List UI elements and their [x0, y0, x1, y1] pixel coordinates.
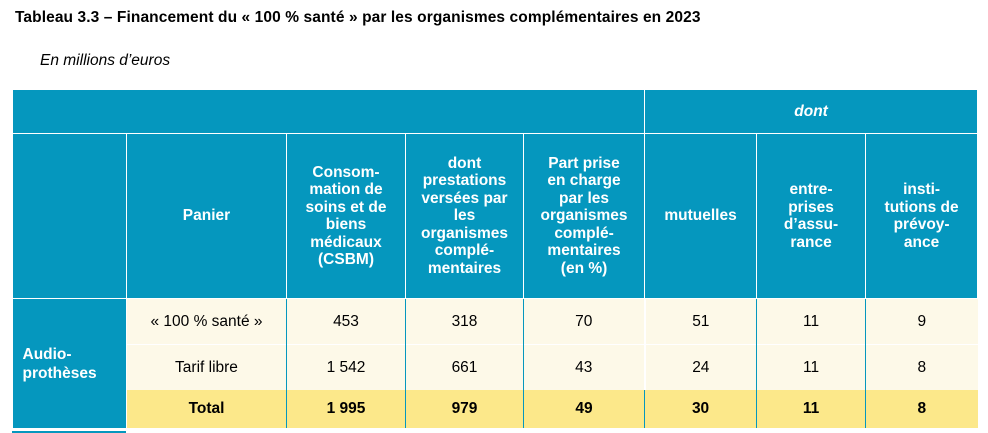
cell-csbm: 1 995 [286, 390, 406, 428]
cell-panier: Tarif libre [126, 344, 287, 390]
header-corner [12, 133, 127, 299]
cell-prestations: 661 [405, 344, 524, 390]
cell-entreprises: 11 [756, 390, 866, 428]
table-row: Tarif libre 1 542 661 43 24 11 8 [13, 344, 978, 390]
cell-institutions: 8 [865, 344, 978, 390]
cell-entreprises: 11 [756, 298, 866, 345]
header-institutions: insti- tutions de prévoy- ance [865, 133, 979, 299]
header-part: Part prise en charge par les organismes … [522, 133, 646, 299]
cell-csbm: 453 [286, 298, 406, 345]
cell-entreprises: 11 [756, 344, 866, 390]
cell-mutuelles: 51 [643, 298, 757, 345]
cell-prestations: 979 [405, 390, 524, 428]
cell-panier: « 100 % santé » [126, 298, 287, 345]
header-csbm: Consom- mation de soins et de biens médi… [286, 133, 406, 299]
table-unit: En millions d’euros [40, 52, 171, 69]
header-prestations: dont prestations versées par les organis… [405, 133, 524, 299]
cell-panier: Total [126, 390, 287, 428]
header-entreprises: entre- prises d’assu- rance [756, 133, 867, 299]
cell-part: 43 [522, 344, 645, 390]
cell-institutions: 9 [865, 298, 978, 345]
cell-mutuelles: 24 [643, 344, 757, 390]
financing-table: dont Panier Consom- mation de soins et d… [11, 89, 979, 428]
cell-csbm: 1 542 [286, 344, 406, 390]
row-group-label: Audio- prothèses [12, 298, 127, 428]
header-mutuelles: mutuelles [644, 133, 758, 299]
table-title: Tableau 3.3 – Financement du « 100 % san… [15, 9, 701, 26]
header-dont: dont [644, 89, 979, 134]
cell-mutuelles: 30 [644, 390, 757, 428]
table-row-total: Total 1 995 979 49 30 11 8 [13, 390, 978, 428]
header-panier: Panier [126, 133, 287, 299]
cell-prestations: 318 [405, 298, 524, 345]
table-bottom-rule [12, 431, 126, 433]
cell-institutions: 8 [865, 390, 978, 428]
cell-part: 70 [522, 298, 645, 345]
table-row: Audio- prothèses « 100 % santé » 453 318… [12, 298, 978, 428]
cell-part: 49 [522, 390, 645, 428]
header-blank [11, 89, 646, 134]
